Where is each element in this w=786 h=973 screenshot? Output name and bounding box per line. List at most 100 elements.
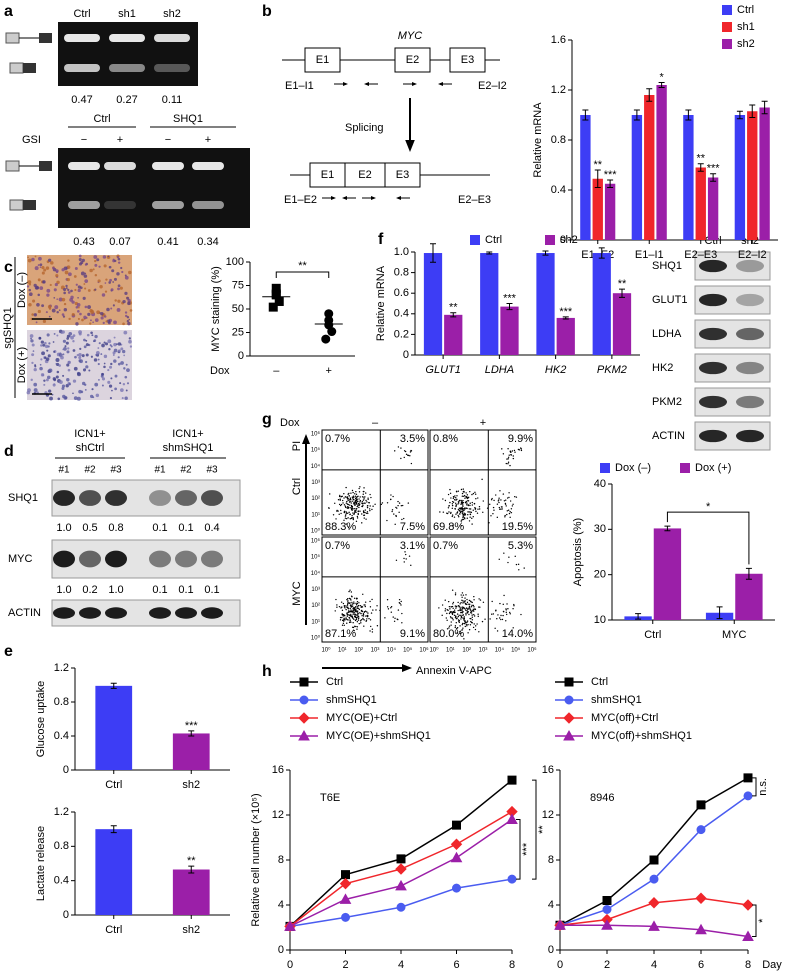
cell-event [365, 615, 367, 617]
x-tick-label: + [326, 365, 332, 377]
cell-event [470, 606, 473, 608]
cell-event [453, 496, 455, 498]
blot-band [201, 550, 223, 568]
cell-event [354, 497, 357, 500]
ihc-nucleus [126, 368, 130, 373]
x-tick-label: Ctrl [105, 779, 122, 791]
ihc-nucleus [72, 340, 75, 343]
cell-event [344, 515, 347, 517]
cell-event [369, 619, 372, 621]
cell-event [357, 512, 359, 515]
ihc-nucleus [81, 258, 85, 263]
gel-band [104, 162, 136, 170]
ihc-nucleus [72, 349, 76, 352]
ihc-nucleus [108, 281, 112, 284]
cell-event [347, 507, 349, 509]
cell-event [468, 520, 471, 522]
tick-label: 10³ [479, 648, 488, 654]
quadrant-value: 7.5% [400, 521, 425, 533]
cell-event [397, 618, 399, 621]
y-tick-label: 0.8 [54, 840, 69, 852]
primer-head [371, 196, 376, 200]
cell-event [507, 456, 510, 459]
cell-event [455, 490, 458, 493]
cell-event [357, 612, 359, 614]
ihc-nucleus [82, 381, 86, 386]
cell-event [492, 506, 495, 509]
gel-band [152, 162, 184, 170]
cell-event [352, 613, 354, 615]
ihc-nucleus [62, 353, 65, 356]
ihc-nucleus [69, 297, 74, 302]
row-label: Dox (+) [16, 347, 28, 383]
cell-event [351, 603, 353, 605]
cell-event [356, 602, 359, 605]
ihc-nucleus [26, 285, 30, 288]
ihc-nucleus [90, 319, 92, 322]
cell-event [457, 619, 460, 621]
ihc-nucleus [27, 280, 32, 284]
y-tick-label: 0.8 [394, 267, 409, 279]
ihc-nucleus [60, 355, 64, 360]
marker [341, 912, 350, 922]
cell-event [455, 502, 457, 504]
error-bar [582, 109, 589, 121]
ihc-nucleus [48, 258, 52, 262]
ihc-nucleus [43, 268, 47, 272]
cell-event [475, 625, 477, 627]
cell-event [363, 517, 365, 519]
ihc-nucleus [37, 309, 41, 314]
marker [284, 920, 296, 931]
cell-event [357, 619, 360, 621]
cell-event [344, 505, 347, 507]
ihc-nucleus [46, 349, 49, 352]
cell-event [447, 507, 450, 509]
marker [564, 677, 574, 687]
cell-event [471, 493, 473, 496]
marker [649, 874, 659, 884]
ihc-nucleus [37, 293, 41, 297]
cell-event [474, 628, 477, 631]
cell-event [449, 611, 451, 613]
ihc-nucleus [64, 270, 69, 275]
ihc-nucleus [44, 356, 47, 359]
cell-event [351, 509, 353, 511]
y-tick-label: 0.4 [551, 184, 566, 196]
cell-event [352, 609, 355, 611]
cell-event [369, 505, 371, 507]
cell-event [496, 617, 498, 620]
cell-event [366, 615, 369, 618]
cell-event [390, 611, 393, 613]
blot-band [736, 429, 764, 443]
cell-event [353, 618, 355, 621]
cell-event [460, 616, 463, 619]
cell-event [475, 498, 477, 500]
ihc-nucleus [124, 396, 128, 400]
ihc-nucleus [63, 287, 67, 292]
cell-event [366, 501, 368, 503]
cell-event [462, 499, 464, 502]
significance: ** [593, 159, 602, 171]
quadrant-value: 5.3% [508, 540, 533, 552]
cell-event [355, 511, 357, 514]
band-ratio: 0.27 [116, 94, 137, 106]
legend-label: Ctrl [737, 4, 754, 16]
cell-event [460, 614, 462, 617]
cell-event [484, 618, 486, 620]
ihc-nucleus [52, 266, 55, 270]
cell-event [353, 612, 355, 614]
cell-event [458, 606, 461, 608]
cell-event [450, 497, 452, 499]
cell-event [354, 619, 357, 622]
tick-label: 10⁵ [311, 554, 321, 561]
cell-event [500, 618, 502, 621]
cell-event [347, 603, 349, 605]
significance: *** [185, 720, 199, 732]
cell-event [407, 454, 410, 457]
band-ratio: 0.2 [82, 584, 97, 596]
cell-event [478, 506, 481, 508]
cell-event [507, 448, 509, 450]
cell-event [472, 626, 475, 629]
cell-event [511, 522, 513, 524]
cell-event [457, 490, 460, 492]
